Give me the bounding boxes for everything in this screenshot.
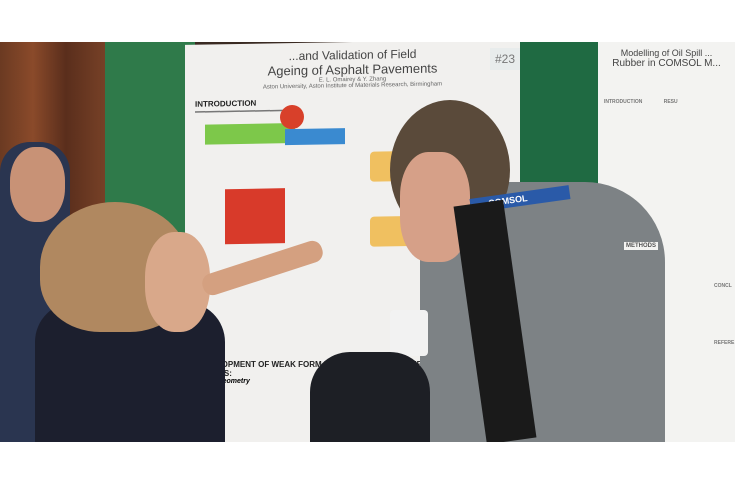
references-label: REFERE xyxy=(714,340,735,346)
conference-poster-photo: ...and Validation of Field Ageing of Asp… xyxy=(0,42,735,442)
results-label: RESU xyxy=(663,99,678,105)
intro-label: INTRODUCTION xyxy=(604,99,643,105)
figure-circle xyxy=(280,104,304,130)
bag xyxy=(310,352,430,442)
poster-title-line2: Rubber in COMSOL M... xyxy=(612,58,721,69)
figure-box xyxy=(285,128,345,146)
figure-block xyxy=(225,188,285,245)
poster-title-line1: Modelling of Oil Spill ... xyxy=(620,48,713,58)
woman-face xyxy=(145,232,210,332)
conclusion-label: CONCL xyxy=(714,283,732,289)
poster-number-tag: #23 xyxy=(490,48,520,70)
methods-label: METHODS xyxy=(624,242,658,250)
paper-cup xyxy=(390,310,428,356)
background-person-face xyxy=(10,147,65,222)
figure-box xyxy=(205,123,295,145)
oil-spill-poster: Modelling of Oil Spill ... Rubber in COM… xyxy=(598,42,735,442)
